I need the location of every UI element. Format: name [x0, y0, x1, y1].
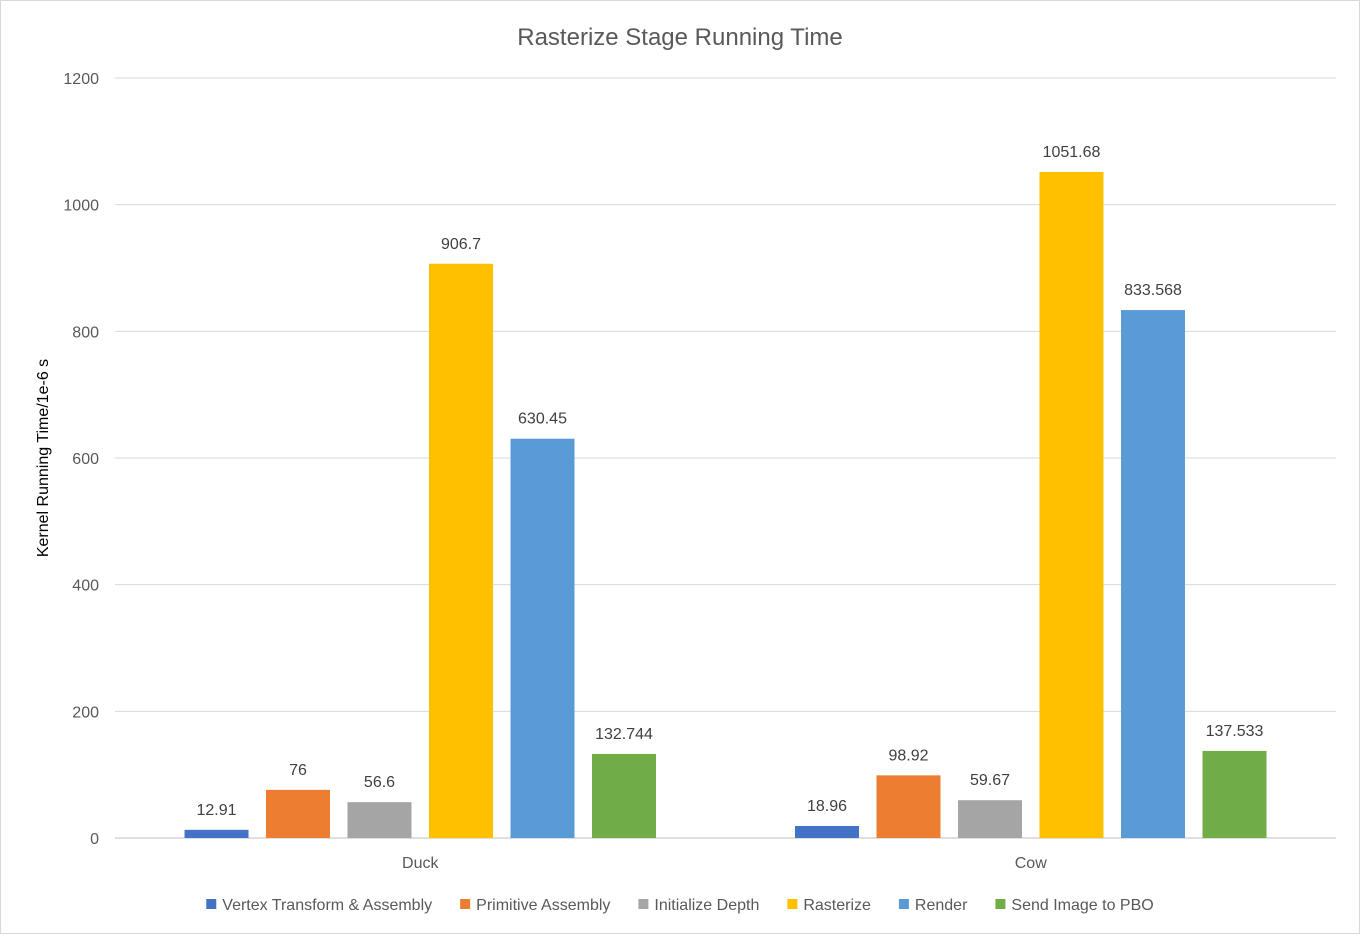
y-tick-label: 0 [90, 831, 99, 848]
data-label: 59.67 [970, 772, 1010, 789]
bar-cow-1 [876, 775, 941, 838]
chart-title: Rasterize Stage Running Time [517, 24, 843, 51]
data-label: 76 [289, 762, 307, 779]
data-label: 833.568 [1124, 282, 1182, 299]
data-label: 56.6 [364, 774, 395, 791]
x-tick-label: Cow [1015, 855, 1047, 872]
bar-cow-0 [795, 825, 859, 838]
legend-item: Primitive Assembly [460, 897, 610, 914]
legend-swatch [898, 899, 909, 909]
y-tick-label: 800 [72, 324, 99, 341]
legend-label: Rasterize [803, 897, 871, 914]
y-axis-ticks: 0 200 400 600 800 1000 1200 [63, 71, 99, 848]
data-label: 630.45 [518, 411, 567, 428]
legend-swatch [206, 899, 217, 909]
legend-label: Primitive Assembly [476, 897, 610, 914]
legend-item: Send Image to PBO [995, 897, 1154, 914]
bar-duck-3 [429, 263, 493, 838]
y-tick-label: 1200 [63, 71, 99, 88]
legend-swatch [995, 899, 1006, 909]
legend: Vertex Transform & Assembly Primitive Ass… [206, 897, 1154, 914]
data-label: 906.7 [441, 236, 481, 253]
y-tick-label: 200 [72, 704, 99, 721]
y-tick-label: 400 [72, 578, 99, 595]
bar-cow-5 [1202, 750, 1267, 838]
bars [184, 171, 1267, 838]
x-tick-label: Duck [402, 855, 439, 872]
data-label: 12.91 [196, 802, 236, 819]
legend-label: Render [915, 897, 968, 914]
legend-item: Initialize Depth [638, 897, 759, 914]
gridlines [115, 77, 1336, 839]
bar-duck-2 [347, 802, 412, 838]
data-label: 98.92 [888, 747, 928, 764]
y-tick-label: 600 [72, 451, 99, 468]
data-label: 18.96 [807, 798, 847, 815]
legend-swatch [460, 899, 471, 909]
legend-label: Vertex Transform & Assembly [222, 897, 432, 914]
data-label: 1051.68 [1043, 144, 1101, 161]
data-label: 137.533 [1206, 723, 1264, 740]
y-tick-label: 1000 [63, 198, 99, 215]
bar-duck-4 [510, 438, 575, 838]
bar-cow-4 [1121, 310, 1185, 838]
data-labels: 12.91 76 56.6 906.7 630.45 132.744 18.96 98.92 5… [196, 144, 1263, 819]
y-axis-label: Kernel Running Time/1e-6 s [35, 359, 52, 557]
legend-swatch [787, 899, 798, 909]
x-axis-ticks: Duck Cow [402, 855, 1047, 872]
bar-duck-1 [266, 789, 330, 838]
data-label: 132.744 [595, 726, 653, 743]
legend-swatch [638, 899, 649, 909]
legend-label: Send Image to PBO [1011, 897, 1153, 914]
legend-item: Vertex Transform & Assembly [206, 897, 432, 914]
legend-item: Render [898, 897, 968, 914]
legend-item: Rasterize [787, 897, 871, 914]
bar-duck-0 [184, 829, 249, 838]
bar-cow-3 [1039, 171, 1104, 838]
legend-label: Initialize Depth [654, 897, 759, 914]
bar-cow-2 [958, 800, 1022, 838]
bar-duck-5 [592, 753, 656, 838]
